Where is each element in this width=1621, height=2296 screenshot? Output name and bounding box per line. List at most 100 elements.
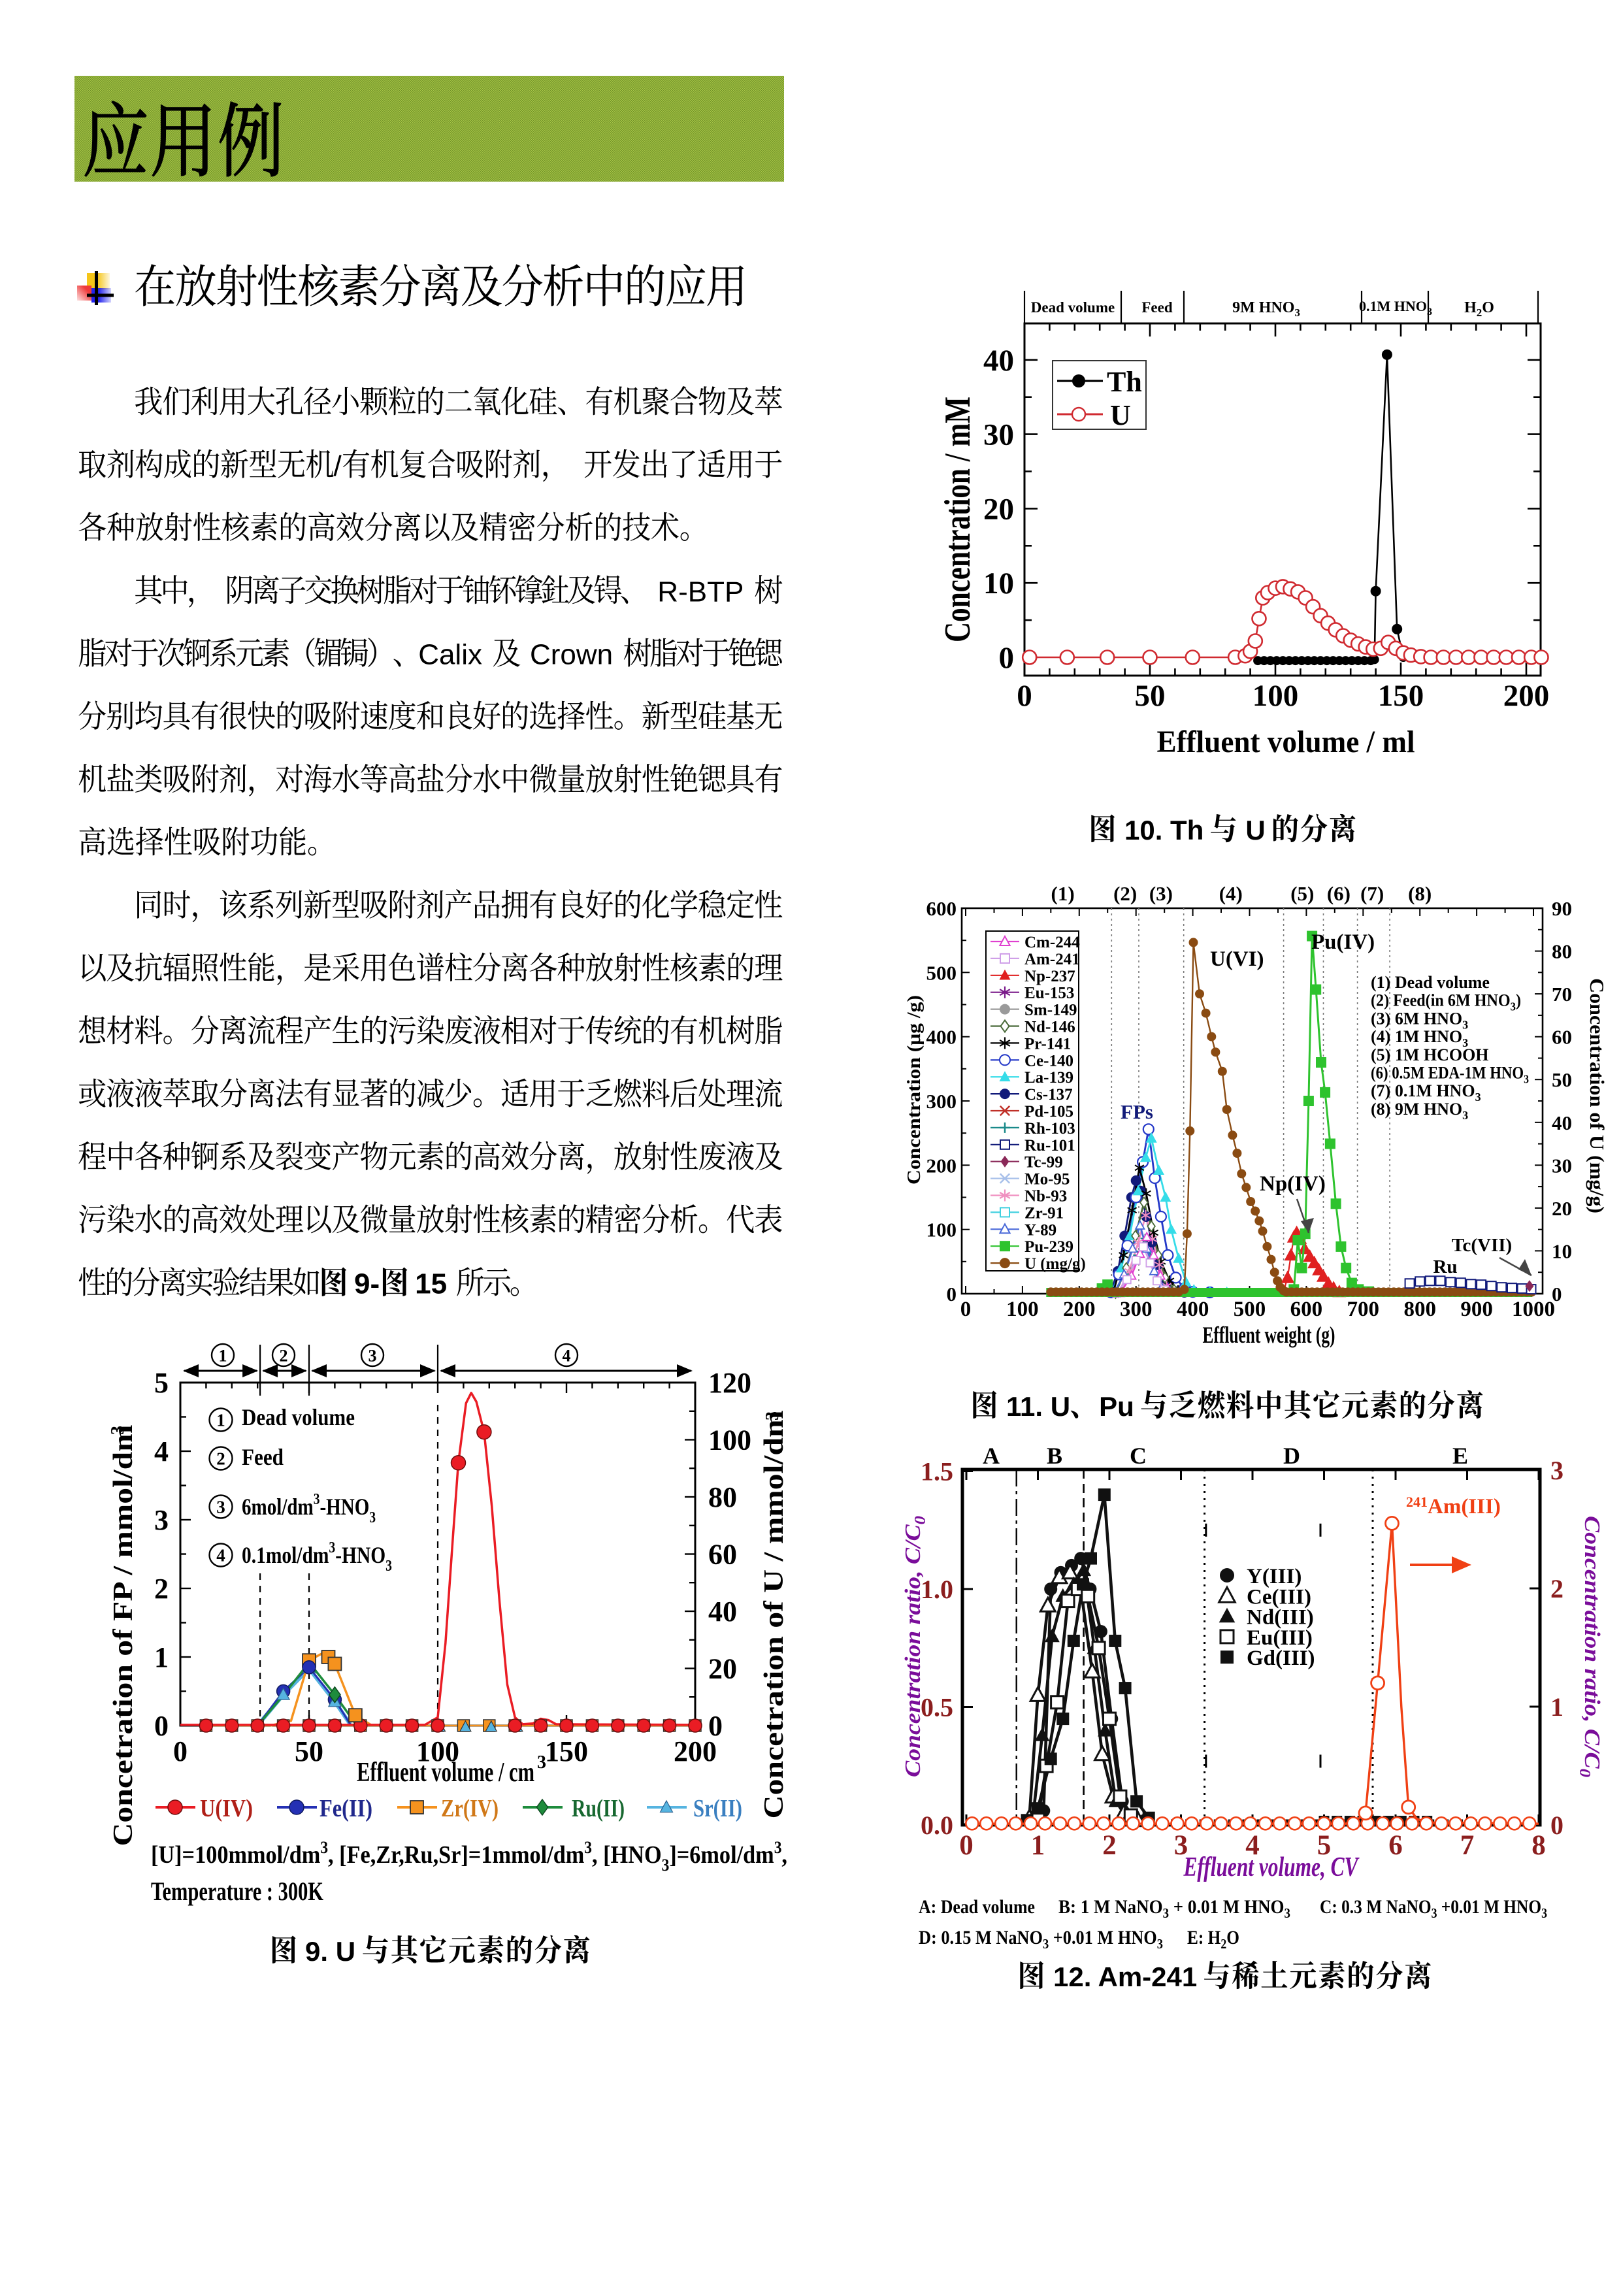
svg-text:Tc(VII): Tc(VII): [1452, 1235, 1512, 1256]
svg-text:3: 3: [216, 1498, 225, 1517]
svg-text:4: 4: [154, 1435, 169, 1468]
svg-text:(8) 9M HNO3: (8) 9M HNO3: [1371, 1100, 1468, 1122]
svg-text:B: 1 M NaNO3 + 0.01 M HNO3: B: 1 M NaNO3 + 0.01 M HNO3: [1058, 1896, 1290, 1921]
svg-text:7: 7: [1460, 1830, 1475, 1861]
svg-text:60: 60: [708, 1539, 737, 1571]
svg-text:E: E: [1452, 1443, 1468, 1469]
svg-text:400: 400: [1177, 1298, 1209, 1321]
svg-text:200: 200: [674, 1735, 717, 1767]
svg-text:0: 0: [959, 1830, 974, 1861]
svg-text:Th: Th: [1107, 366, 1142, 398]
svg-text:50: 50: [295, 1735, 323, 1767]
svg-text:2: 2: [1550, 1574, 1564, 1603]
svg-text:Tc-99: Tc-99: [1024, 1154, 1063, 1172]
svg-text:9-: 9-: [354, 1268, 380, 1300]
svg-text:Zr-91: Zr-91: [1024, 1204, 1064, 1222]
svg-text:1: 1: [216, 1411, 225, 1430]
svg-text:0: 0: [999, 641, 1015, 675]
svg-text:150: 150: [545, 1735, 588, 1767]
svg-text:0.5: 0.5: [921, 1693, 953, 1722]
svg-text:Y-89: Y-89: [1024, 1221, 1056, 1239]
svg-text:10: 10: [983, 566, 1014, 600]
svg-text:A: A: [983, 1443, 1000, 1469]
svg-text:1.0: 1.0: [921, 1575, 953, 1604]
svg-text:1: 1: [1550, 1692, 1564, 1722]
svg-text:U: U: [1110, 399, 1131, 431]
svg-text:60: 60: [1552, 1026, 1572, 1049]
svg-text:Pr-141: Pr-141: [1024, 1035, 1071, 1053]
svg-text:6: 6: [1388, 1830, 1403, 1861]
svg-text:Ru-101: Ru-101: [1024, 1137, 1075, 1155]
svg-text:Np-237: Np-237: [1024, 968, 1075, 985]
svg-text:Pu(IV): Pu(IV): [1311, 930, 1375, 954]
svg-text:Concetration of U / mmol/dm: Concetration of U / mmol/dm: [759, 1410, 789, 1818]
svg-text:40: 40: [983, 344, 1014, 378]
svg-text:100: 100: [708, 1424, 751, 1456]
svg-text:15: 15: [415, 1268, 447, 1300]
svg-text:4: 4: [1245, 1830, 1260, 1861]
svg-text:1: 1: [1031, 1830, 1045, 1861]
svg-text:Concentration (μg /g): Concentration (μg /g): [904, 995, 925, 1185]
svg-text:1000: 1000: [1512, 1298, 1555, 1321]
svg-text:Ru(II): Ru(II): [572, 1795, 625, 1822]
svg-text:40: 40: [1552, 1111, 1572, 1134]
svg-text:20: 20: [1552, 1197, 1572, 1220]
svg-text:0.0: 0.0: [921, 1811, 953, 1840]
svg-text:40: 40: [708, 1596, 737, 1628]
svg-text:(7): (7): [1360, 882, 1384, 905]
svg-text:9. U: 9. U: [305, 1936, 355, 1967]
svg-text:Dead volume: Dead volume: [1031, 299, 1115, 316]
svg-text:80: 80: [1552, 940, 1572, 963]
svg-text:12. Am-241: 12. Am-241: [1053, 1961, 1197, 1992]
svg-text:100: 100: [926, 1219, 957, 1241]
svg-text:Ce(III): Ce(III): [1247, 1585, 1311, 1609]
svg-text:Cs-137: Cs-137: [1024, 1086, 1073, 1104]
svg-text:241Am(III): 241Am(III): [1406, 1494, 1501, 1518]
svg-text:C: 0.3 M NaNO3 +0.01 M HNO3: C: 0.3 M NaNO3 +0.01 M HNO3: [1320, 1896, 1547, 1921]
svg-text:Gd(III): Gd(III): [1247, 1647, 1315, 1670]
svg-text:0: 0: [173, 1735, 188, 1767]
svg-text:(5) 1M HCOOH: (5) 1M HCOOH: [1371, 1045, 1489, 1064]
svg-text:(4): (4): [1219, 882, 1243, 905]
svg-text:3: 3: [537, 1752, 546, 1773]
svg-text:Ce-140: Ce-140: [1024, 1052, 1073, 1070]
svg-text:Sr(II): Sr(II): [693, 1795, 742, 1822]
svg-text:4: 4: [216, 1546, 225, 1566]
svg-text:0: 0: [960, 1298, 972, 1321]
svg-text:200: 200: [1063, 1298, 1096, 1321]
svg-text:D: 0.15 M NaNO3 +0.01 M HNO3: D: 0.15 M NaNO3 +0.01 M HNO3: [919, 1927, 1163, 1952]
svg-text:50: 50: [1135, 679, 1166, 713]
svg-text:70: 70: [1552, 983, 1572, 1006]
svg-text:Ru: Ru: [1433, 1256, 1457, 1277]
svg-text:(6): (6): [1327, 882, 1351, 905]
svg-text:Concentration ratio, C/C0: Concentration ratio, C/C0: [901, 1516, 929, 1777]
svg-text:3: 3: [154, 1504, 169, 1536]
svg-text:Pd-105: Pd-105: [1024, 1103, 1073, 1121]
svg-text:3: 3: [1550, 1456, 1564, 1485]
svg-text:D: D: [1283, 1443, 1300, 1469]
svg-text:2: 2: [216, 1449, 225, 1469]
svg-text:H2O: H2O: [1464, 299, 1494, 319]
svg-text:5: 5: [1317, 1830, 1332, 1861]
svg-text:Nb-93: Nb-93: [1024, 1188, 1067, 1205]
svg-text:0: 0: [708, 1710, 723, 1742]
svg-text:600: 600: [1290, 1298, 1323, 1321]
svg-text:500: 500: [926, 961, 957, 984]
svg-text:Effluent volume / cm: Effluent volume / cm: [357, 1758, 534, 1788]
svg-text:500: 500: [1234, 1298, 1266, 1321]
svg-text:200: 200: [926, 1154, 957, 1177]
svg-text:Temperature : 300K: Temperature : 300K: [151, 1877, 323, 1906]
svg-text:Nd-146: Nd-146: [1024, 1019, 1075, 1036]
svg-text:(4) 1M HNO3: (4) 1M HNO3: [1371, 1027, 1468, 1049]
svg-text:2: 2: [280, 1346, 288, 1365]
svg-text:10. Th: 10. Th: [1124, 815, 1203, 845]
svg-text:Concentration / mM: Concentration / mM: [938, 397, 978, 642]
svg-text:A: Dead volume: A: Dead volume: [919, 1896, 1035, 1918]
svg-text:Rh-103: Rh-103: [1024, 1120, 1075, 1138]
svg-text:120: 120: [708, 1367, 751, 1399]
svg-text:(3) 6M HNO3: (3) 6M HNO3: [1371, 1009, 1468, 1031]
svg-text:R-BTP: R-BTP: [657, 576, 744, 608]
svg-text:900: 900: [1460, 1298, 1493, 1321]
svg-text:3: 3: [1174, 1830, 1188, 1861]
svg-text:11. U: 11. U: [1006, 1391, 1070, 1422]
